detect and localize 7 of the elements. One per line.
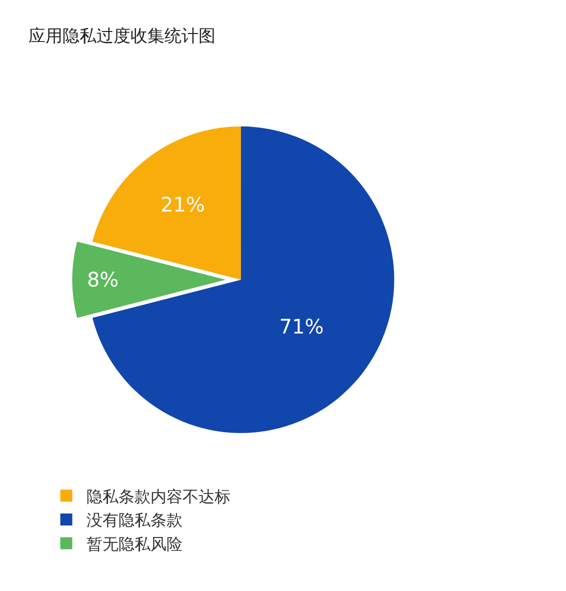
legend-label: 没有隐私条款 bbox=[86, 510, 182, 530]
data-label: 71% bbox=[279, 314, 324, 339]
legend-label: 隐私条款内容不达标 bbox=[86, 486, 230, 506]
data-label: 21% bbox=[160, 192, 205, 217]
data-label: 8% bbox=[86, 268, 119, 292]
legend-label: 暂无隐私风险 bbox=[86, 534, 182, 554]
chart-title: 应用隐私过度收集统计图 bbox=[28, 26, 216, 46]
